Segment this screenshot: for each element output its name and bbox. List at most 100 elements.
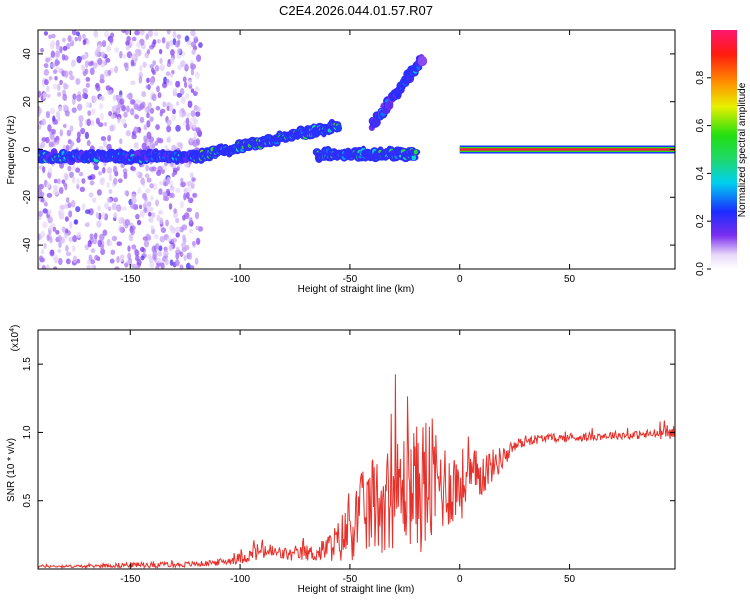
noise-mark <box>162 101 167 108</box>
noise-mark <box>57 235 62 242</box>
noise-mark <box>114 266 120 269</box>
noise-mark <box>108 110 113 117</box>
noise-mark <box>96 220 102 228</box>
snr-y-tick-label: 1.0 <box>22 425 33 439</box>
noise-mark <box>186 112 191 118</box>
noise-mark <box>47 124 52 132</box>
noise-mark <box>40 141 46 148</box>
noise-mark <box>193 38 199 43</box>
noise-mark <box>126 105 130 113</box>
noise-mark <box>68 236 74 243</box>
noise-mark <box>78 115 84 122</box>
noise-mark <box>88 192 94 198</box>
noise-mark <box>159 235 165 243</box>
noise-mark <box>158 245 163 252</box>
noise-mark <box>187 100 193 108</box>
noise-mark <box>40 248 45 255</box>
noise-mark <box>78 171 84 177</box>
noise-mark <box>179 264 184 269</box>
noise-mark <box>113 212 118 219</box>
snr-y-label: SNR (10 * v/v) <box>6 438 17 502</box>
noise-mark <box>162 191 168 197</box>
noise-mark <box>106 45 111 52</box>
noise-mark <box>121 206 127 211</box>
noise-mark <box>52 226 57 232</box>
spectrogram-y-tick-label: 20 <box>22 96 33 108</box>
snr-multiplier-exponent: 4 <box>9 328 16 332</box>
noise-mark <box>90 248 96 253</box>
noise-mark <box>172 30 177 38</box>
noise-mark <box>109 124 115 132</box>
noise-mark <box>100 177 105 182</box>
noise-mark <box>108 188 113 194</box>
noise-mark <box>64 228 69 234</box>
noise-mark <box>47 216 53 224</box>
noise-mark <box>176 92 182 98</box>
noise-mark <box>71 107 77 113</box>
noise-mark <box>76 131 81 139</box>
noise-mark <box>166 236 172 242</box>
noise-mark <box>154 64 160 72</box>
noise-mark <box>81 64 86 72</box>
noise-mark <box>117 178 123 184</box>
colorbar-label: Normalized spectral amplitude <box>737 82 748 217</box>
noise-mark <box>86 265 91 269</box>
noise-mark <box>63 82 68 90</box>
noise-mark <box>112 94 117 102</box>
noise-mark <box>48 75 53 81</box>
noise-mark <box>53 178 58 184</box>
noise-mark <box>123 111 128 118</box>
noise-mark <box>100 136 107 141</box>
noise-mark <box>156 38 161 44</box>
noise-mark <box>63 182 67 187</box>
noise-mark <box>75 167 81 173</box>
noise-mark <box>175 80 181 88</box>
noise-mark <box>158 48 163 55</box>
noise-mark <box>50 249 55 256</box>
noise-mark <box>119 138 123 145</box>
colorbar-tick-label: 0.2 <box>695 214 706 228</box>
noise-mark <box>126 51 133 59</box>
noise-mark <box>146 77 150 84</box>
noise-mark <box>41 118 47 126</box>
noise-mark <box>97 205 101 212</box>
noise-mark <box>116 241 123 247</box>
noise-mark <box>52 69 58 75</box>
noise-mark <box>53 137 58 143</box>
snr-multiplier-base: (x10 <box>10 331 21 351</box>
noise-mark <box>76 57 82 64</box>
noise-mark <box>133 103 139 110</box>
noise-mark <box>155 85 160 93</box>
noise-mark <box>69 171 74 179</box>
noise-mark <box>85 82 91 88</box>
noise-mark <box>76 137 81 143</box>
noise-mark <box>185 262 191 269</box>
signal-mark <box>336 125 342 132</box>
noise-mark <box>181 224 188 231</box>
noise-mark <box>179 200 184 209</box>
noise-mark <box>107 134 112 142</box>
noise-mark <box>83 53 88 60</box>
noise-mark <box>174 41 180 48</box>
noise-mark <box>87 240 92 248</box>
snr-panel: -150 -100 -50 0 50 0.5 1.0 1.5 Height of straig… <box>6 325 676 595</box>
noise-mark <box>149 261 155 269</box>
noise-mark <box>52 115 56 122</box>
noise-mark <box>116 256 120 263</box>
noise-mark <box>138 75 143 84</box>
noise-mark <box>121 30 127 34</box>
noise-mark <box>130 166 136 172</box>
noise-mark <box>140 255 145 261</box>
noise-mark <box>180 181 186 188</box>
noise-mark <box>176 34 182 39</box>
noise-mark <box>191 240 196 246</box>
noise-mark <box>183 187 188 194</box>
noise-mark <box>146 112 150 119</box>
noise-mark <box>81 203 86 211</box>
noise-mark <box>183 161 190 168</box>
noise-mark <box>151 245 157 253</box>
noise-mark <box>153 234 159 240</box>
signal-mark <box>420 58 425 65</box>
noise-mark <box>77 34 82 42</box>
noise-mark <box>173 208 177 214</box>
